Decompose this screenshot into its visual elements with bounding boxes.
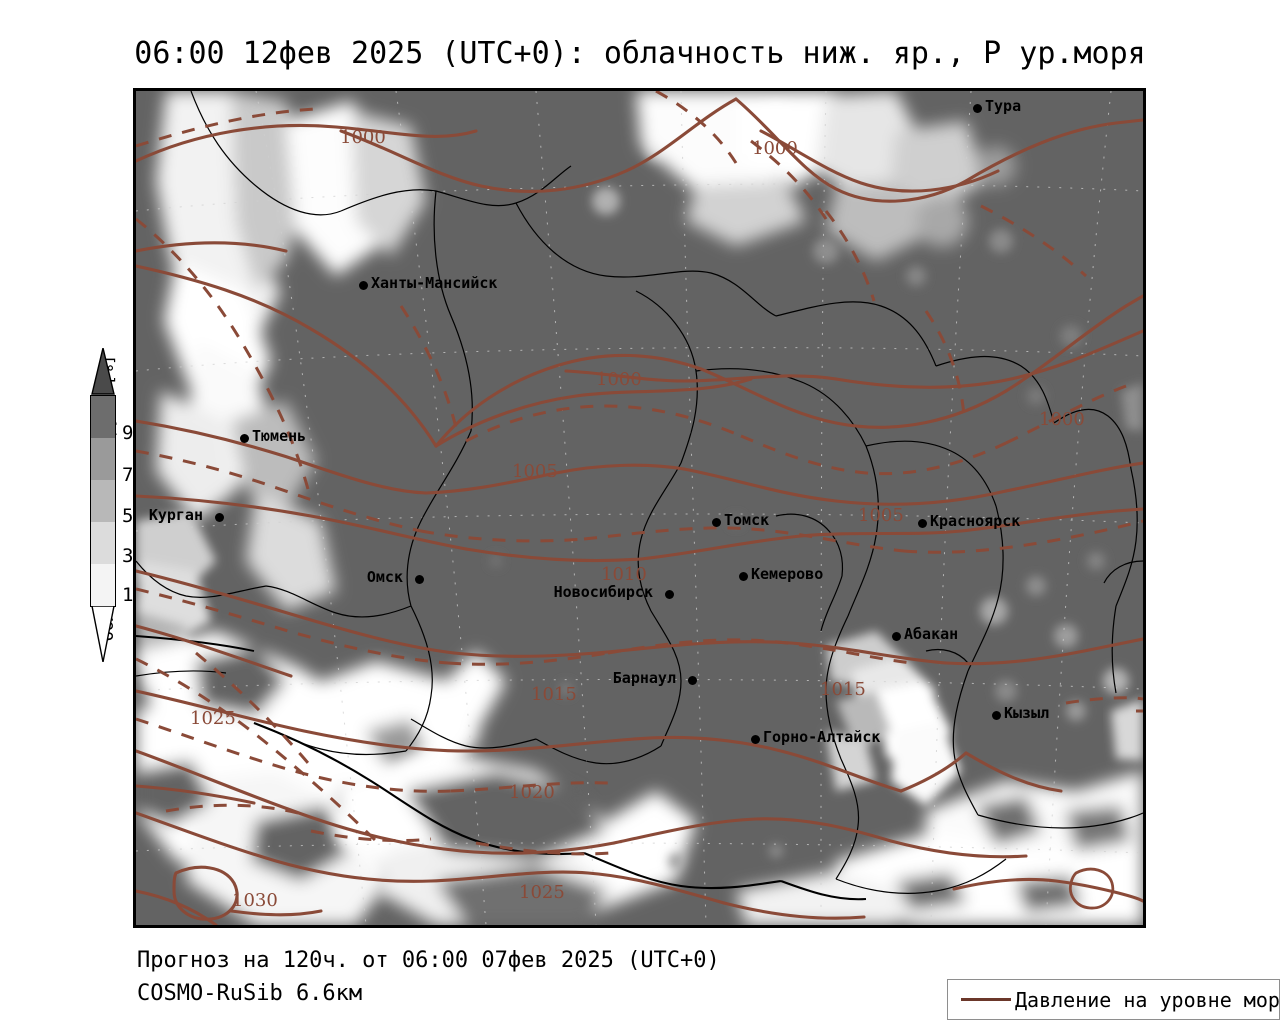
city-dot-icon xyxy=(751,735,760,744)
city-label: Кемерово xyxy=(751,565,824,583)
map-canvas xyxy=(136,91,1143,925)
model-info-line: COSMO-RuSib 6.6км xyxy=(137,981,363,1006)
city-label: Горно-Алтайск xyxy=(763,728,881,746)
city-label: Барнаул xyxy=(612,669,676,687)
city-dot-icon xyxy=(992,711,1001,720)
pressure-legend-line xyxy=(961,998,1011,1001)
city-label: Красноярск xyxy=(930,512,1021,530)
cloud-cover-field xyxy=(136,91,1143,925)
contour-label: 1005 xyxy=(512,461,558,482)
city-dot-icon xyxy=(215,513,224,522)
city-label: Ханты-Мансийск xyxy=(371,274,498,292)
city-dot-icon xyxy=(892,632,901,641)
city-dot-icon xyxy=(712,518,721,527)
city-label: Томск xyxy=(724,511,770,529)
city-label: Курган xyxy=(148,506,203,524)
colorbar-band-90 xyxy=(91,396,115,438)
contour-label: 1015 xyxy=(820,679,866,700)
administrative-borders xyxy=(136,91,1143,901)
contour-label: 1010 xyxy=(601,564,647,585)
contour-label: 1000 xyxy=(596,369,642,390)
city-dot-icon xyxy=(359,281,368,290)
city-dot-icon xyxy=(240,434,249,443)
city-label: Омск xyxy=(366,568,403,586)
colorbar-band-30 xyxy=(91,522,115,564)
contour-label: 1005 xyxy=(858,505,904,526)
city-label: Кызыл xyxy=(1004,704,1050,722)
contour-label: 1025 xyxy=(519,882,565,903)
city-dot-icon xyxy=(665,590,674,599)
pressure-legend-label: Давление на уровне моря xyxy=(1015,987,1280,1012)
colorbar-gradient xyxy=(90,395,116,607)
city-label: Тюмень xyxy=(252,427,307,445)
city-dot-icon xyxy=(688,676,697,685)
weather-map[interactable]: Тура Ханты-Мансийск Тюмень Курган Омск Томск К… xyxy=(133,88,1146,928)
contour-label: 1020 xyxy=(509,782,555,803)
pressure-contours-dashed xyxy=(136,91,1143,856)
city-label: Новосибирск xyxy=(553,583,653,601)
pressure-legend: Давление на уровне моря xyxy=(947,979,1280,1020)
page-title: 06:00 12фев 2025 (UTC+0): облачность ниж… xyxy=(134,36,1146,71)
city-label: Абакан xyxy=(904,625,959,643)
contour-label: 1000 xyxy=(1039,409,1085,430)
colorbar-band-70 xyxy=(91,438,115,480)
city-dot-icon xyxy=(973,104,982,113)
colorbar: Облачность нижнего яруса [%] 90 70 50 30… xyxy=(40,348,160,680)
colorbar-top-arrow xyxy=(91,348,115,395)
city-dot-icon xyxy=(739,572,748,581)
colorbar-band-50 xyxy=(91,480,115,522)
contour-label: 1025 xyxy=(190,708,236,729)
contour-label: 1000 xyxy=(752,138,798,159)
pressure-contours xyxy=(136,97,1143,925)
colorbar-bottom-arrow xyxy=(91,606,115,662)
city-dot-icon xyxy=(918,519,927,528)
forecast-info-line: Прогноз на 120ч. от 06:00 07фев 2025 (UT… xyxy=(137,948,720,973)
city-dot-icon xyxy=(415,575,424,584)
colorbar-band-10 xyxy=(91,564,115,606)
contour-label: 1015 xyxy=(531,684,577,705)
contour-label: 1030 xyxy=(232,890,278,911)
city-label: Тура xyxy=(985,97,1022,115)
contour-label: 1000 xyxy=(340,127,386,148)
